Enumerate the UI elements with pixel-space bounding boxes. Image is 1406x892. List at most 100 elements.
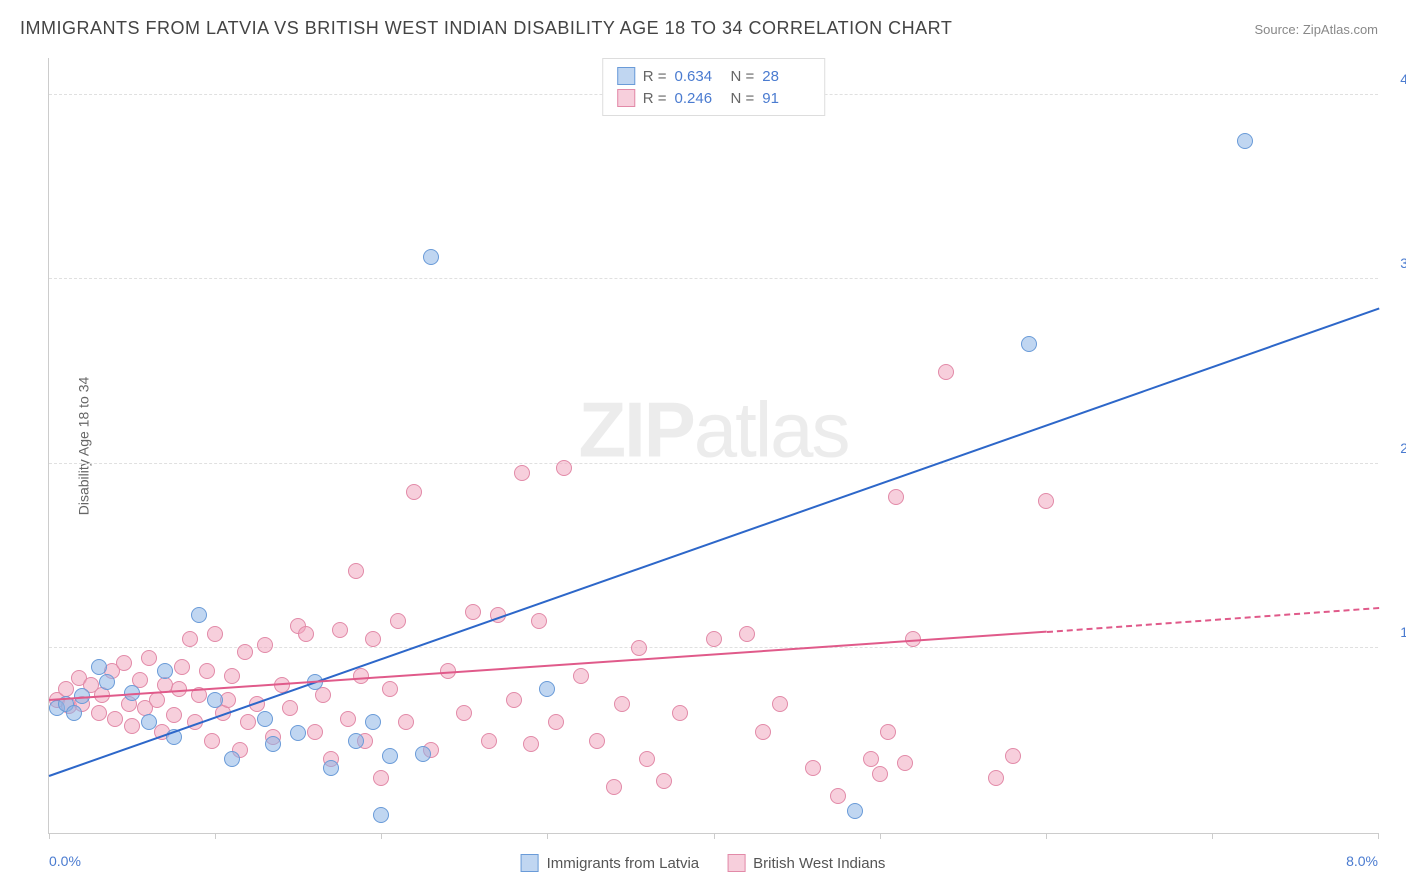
data-point — [257, 711, 273, 727]
x-tick — [381, 833, 382, 839]
x-tick-label: 0.0% — [49, 853, 81, 869]
data-point — [406, 484, 422, 500]
data-point — [614, 696, 630, 712]
data-point — [237, 644, 253, 660]
data-point — [224, 751, 240, 767]
data-point — [672, 705, 688, 721]
data-point — [548, 714, 564, 730]
data-point — [888, 489, 904, 505]
data-point — [1038, 493, 1054, 509]
grid-line — [49, 463, 1378, 464]
data-point — [556, 460, 572, 476]
data-point — [340, 711, 356, 727]
data-point — [382, 681, 398, 697]
watermark-light: atlas — [694, 386, 849, 474]
data-point — [174, 659, 190, 675]
data-point — [323, 760, 339, 776]
legend-swatch — [521, 854, 539, 872]
data-point — [506, 692, 522, 708]
watermark-bold: ZIP — [578, 386, 693, 474]
data-point — [116, 655, 132, 671]
data-point — [91, 659, 107, 675]
series-legend: Immigrants from Latvia British West India… — [521, 854, 886, 872]
chart-title: IMMIGRANTS FROM LATVIA VS BRITISH WEST I… — [20, 18, 952, 39]
data-point — [390, 613, 406, 629]
legend-swatch — [617, 89, 635, 107]
n-label: N = — [731, 68, 755, 85]
data-point — [365, 631, 381, 647]
data-point — [880, 724, 896, 740]
data-point — [1021, 336, 1037, 352]
data-point — [124, 718, 140, 734]
data-point — [265, 736, 281, 752]
data-point — [589, 733, 605, 749]
data-point — [523, 736, 539, 752]
x-tick — [1212, 833, 1213, 839]
y-tick-label: 10.0% — [1400, 624, 1406, 640]
data-point — [382, 748, 398, 764]
data-point — [182, 631, 198, 647]
data-point — [332, 622, 348, 638]
data-point — [141, 714, 157, 730]
data-point — [631, 640, 647, 656]
data-point — [373, 807, 389, 823]
data-point — [298, 626, 314, 642]
legend-swatch — [617, 67, 635, 85]
legend-item: Immigrants from Latvia — [521, 854, 700, 872]
data-point — [99, 674, 115, 690]
data-point — [938, 364, 954, 380]
data-point — [141, 650, 157, 666]
data-point — [240, 714, 256, 730]
data-point — [415, 746, 431, 762]
data-point — [772, 696, 788, 712]
r-value: 0.246 — [675, 90, 723, 107]
data-point — [66, 705, 82, 721]
data-point — [191, 607, 207, 623]
x-tick — [215, 833, 216, 839]
data-point — [91, 705, 107, 721]
data-point — [290, 725, 306, 741]
data-point — [539, 681, 555, 697]
data-point — [739, 626, 755, 642]
trend-line — [49, 307, 1380, 776]
data-point — [307, 724, 323, 740]
data-point — [423, 249, 439, 265]
data-point — [204, 733, 220, 749]
r-label: R = — [643, 90, 667, 107]
n-value: 28 — [762, 68, 810, 85]
data-point — [207, 626, 223, 642]
data-point — [872, 766, 888, 782]
data-point — [157, 663, 173, 679]
x-tick — [547, 833, 548, 839]
r-label: R = — [643, 68, 667, 85]
n-label: N = — [731, 90, 755, 107]
data-point — [656, 773, 672, 789]
x-tick — [1046, 833, 1047, 839]
x-tick-label: 8.0% — [1346, 853, 1378, 869]
plot-area: R =0.634N =28R =0.246N =91 ZIPatlas 10.0… — [48, 58, 1378, 834]
source-attribution: Source: ZipAtlas.com — [1254, 22, 1378, 37]
data-point — [456, 705, 472, 721]
data-point — [514, 465, 530, 481]
data-point — [373, 770, 389, 786]
data-point — [348, 563, 364, 579]
data-point — [224, 668, 240, 684]
data-point — [166, 707, 182, 723]
data-point — [863, 751, 879, 767]
data-point — [573, 668, 589, 684]
data-point — [1237, 133, 1253, 149]
y-tick-label: 40.0% — [1400, 71, 1406, 87]
n-value: 91 — [762, 90, 810, 107]
y-tick-label: 30.0% — [1400, 255, 1406, 271]
data-point — [847, 803, 863, 819]
data-point — [830, 788, 846, 804]
data-point — [348, 733, 364, 749]
data-point — [639, 751, 655, 767]
data-point — [149, 692, 165, 708]
x-tick — [49, 833, 50, 839]
data-point — [257, 637, 273, 653]
data-point — [282, 700, 298, 716]
legend-swatch — [727, 854, 745, 872]
chart-container: IMMIGRANTS FROM LATVIA VS BRITISH WEST I… — [0, 0, 1406, 892]
legend-label: British West Indians — [753, 855, 885, 872]
